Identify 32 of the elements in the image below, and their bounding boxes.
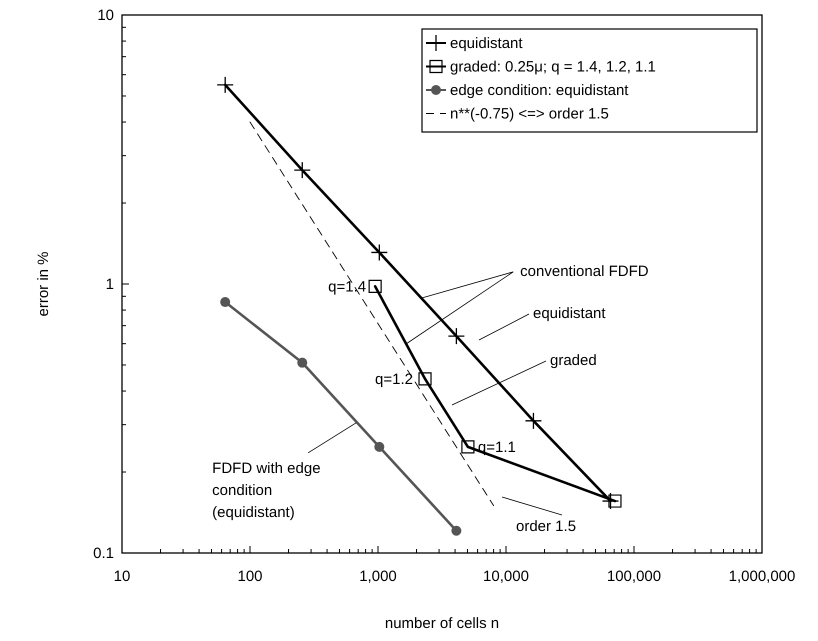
annotation: q=1.2	[375, 370, 414, 388]
annotation: FDFD with edge condition (equidistant)	[212, 460, 321, 521]
point	[294, 161, 311, 179]
x-tick-label: 10	[114, 568, 130, 585]
x-tick-label: 10,000	[483, 568, 529, 585]
x-tick-label: 100	[237, 568, 263, 585]
y-tick-label: 1	[106, 276, 114, 293]
legend-label: n**(-0.75) <=> order 1.5	[450, 106, 609, 122]
point	[220, 297, 230, 308]
annotation: conventional FDFD	[520, 262, 649, 280]
point	[448, 327, 466, 345]
annotation: order 1.5	[516, 518, 576, 535]
point	[216, 76, 234, 94]
annotation: q=1.4	[328, 278, 366, 296]
point	[524, 412, 542, 430]
x-axis-title: number of cells n	[384, 615, 500, 632]
x-tick-label: 1,000,000	[728, 568, 796, 585]
x-tick-label: 100,000	[606, 568, 662, 585]
legend-label: edge condition: equidistant	[450, 82, 630, 99]
y-tick-label: 0.1	[93, 545, 114, 562]
point	[370, 244, 388, 262]
legend-label: equidistant	[450, 35, 524, 52]
y-tick-label: 10	[97, 7, 114, 24]
point	[602, 492, 620, 510]
y-axis-title: error in %	[35, 251, 52, 317]
annotation: graded	[550, 352, 597, 369]
x-tick-label: 1,000	[359, 568, 397, 585]
point	[451, 526, 462, 536]
point	[297, 358, 308, 368]
annotation: equidistant	[533, 305, 606, 322]
point	[374, 442, 384, 452]
legend-label: graded: 0.25μ; q = 1.4, 1.2, 1.1	[450, 58, 656, 76]
